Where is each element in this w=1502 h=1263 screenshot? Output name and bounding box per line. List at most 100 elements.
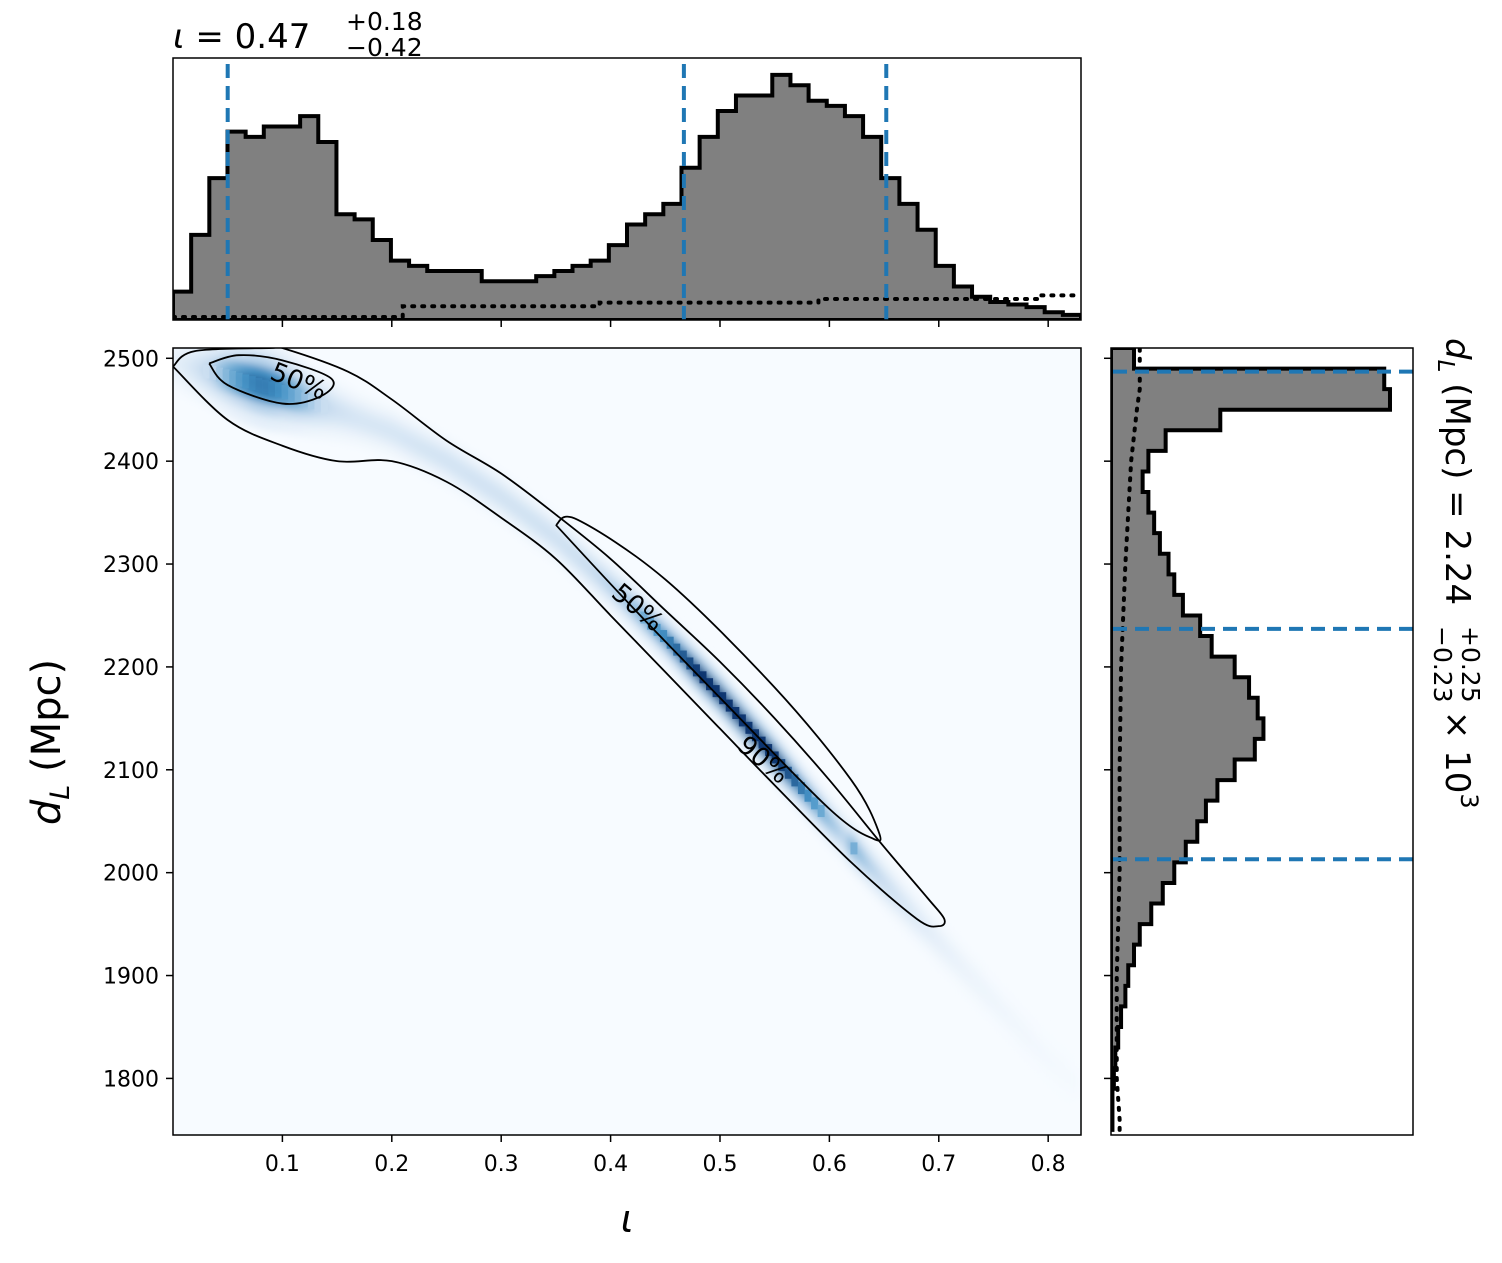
heat-core-cell (288, 387, 296, 402)
heat-cell (470, 495, 478, 505)
heat-cell (173, 374, 177, 384)
heat-cell (678, 672, 686, 681)
heat-cell (1056, 1044, 1064, 1053)
heat-cell (629, 624, 637, 633)
heat-cell (498, 485, 506, 495)
iota-histogram (173, 72, 1081, 320)
heat-cell (1067, 1053, 1075, 1063)
heat-cell (1072, 1072, 1080, 1082)
heat-cell (383, 426, 391, 435)
heat-cell (941, 923, 949, 932)
heat-cell (673, 652, 681, 661)
heat-cell (640, 606, 648, 615)
heat-cell (509, 515, 517, 524)
heat-cell (656, 649, 664, 659)
heat-cell (886, 905, 894, 915)
heat-cell (383, 447, 391, 456)
heat-cell (585, 584, 593, 593)
heat-cell (1072, 1100, 1080, 1110)
heat-cell (191, 389, 199, 401)
heat-core-cell (804, 789, 812, 802)
heat-cell (1012, 1041, 1020, 1050)
heat-cell (667, 646, 675, 656)
heat-cell (498, 492, 506, 502)
heat-cell (613, 587, 621, 597)
heat-cell (574, 546, 582, 555)
heat-cell (246, 399, 254, 414)
heat-cell (716, 677, 724, 686)
heat-cell (547, 544, 555, 553)
heat-cell (503, 483, 511, 492)
heat-cell (377, 402, 385, 412)
heat-cell (498, 471, 506, 481)
heat-cell (262, 367, 270, 383)
heat-cell (339, 400, 347, 411)
heat-cell (727, 717, 735, 727)
x-tick-label-3: 0.4 (593, 1152, 628, 1177)
heat-cell (1039, 1070, 1047, 1080)
heat-cell (591, 588, 599, 598)
heat-cell (180, 385, 188, 396)
heat-cell (990, 990, 998, 999)
heat-cell (930, 918, 938, 927)
heat-cell (788, 786, 796, 795)
heat-cell (919, 934, 927, 943)
heat-cell (859, 875, 867, 884)
heat-cell (995, 1009, 1003, 1019)
heat-cell (815, 790, 823, 799)
heat-cell (388, 421, 396, 430)
heat-cell (892, 869, 900, 879)
rtitle-symbol: d (1437, 338, 1477, 360)
heat-cell (427, 455, 435, 464)
heat-cell (459, 481, 467, 491)
heat-cell (673, 666, 681, 675)
heat-cell (777, 738, 785, 748)
heat-cell (509, 508, 517, 517)
heat-cell (924, 905, 932, 914)
heat-cell (684, 649, 692, 659)
heat-cell (323, 428, 331, 440)
heat-core-cell (301, 392, 309, 407)
heat-cell (366, 441, 374, 451)
heat-cell (968, 973, 976, 983)
heat-cell (268, 416, 276, 432)
heat-cell (738, 709, 746, 718)
heat-cell (924, 940, 932, 949)
heat-cell (974, 986, 982, 995)
heat-cell (399, 419, 407, 429)
heat-cell (372, 400, 380, 409)
heat-cell (405, 422, 413, 432)
heat-cell (520, 509, 528, 518)
heat-cell (257, 414, 265, 429)
heat-cell (361, 439, 369, 449)
heat-cell (1039, 1042, 1047, 1052)
heat-cell (388, 442, 396, 451)
heat-cell (640, 634, 648, 643)
heat-cell (848, 855, 856, 865)
heat-cell (727, 682, 735, 692)
heat-cell (957, 982, 965, 992)
heat-cell (711, 699, 719, 709)
heat-cell (941, 930, 949, 939)
heat-cell (1056, 1072, 1064, 1081)
heat-cell (173, 350, 177, 361)
heat-cell (492, 468, 500, 477)
heat-cell (173, 382, 177, 392)
heat-cell (892, 911, 900, 921)
heat-cell (1056, 1051, 1064, 1060)
heat-cell (788, 793, 796, 802)
heat-cell (295, 422, 303, 436)
heat-cell (738, 723, 746, 732)
heat-cell (886, 877, 894, 887)
heat-cell (257, 390, 265, 405)
heat-cell (323, 393, 331, 405)
heat-cell (372, 414, 380, 424)
heat-cell (388, 435, 396, 444)
heat-cell (1045, 1069, 1053, 1079)
heat-cell (569, 555, 577, 565)
heat-cell (897, 889, 905, 899)
heat-cell (919, 906, 927, 915)
heat-cell (974, 993, 982, 1002)
heat-cell (191, 381, 199, 392)
heat-core-cell (222, 369, 230, 384)
